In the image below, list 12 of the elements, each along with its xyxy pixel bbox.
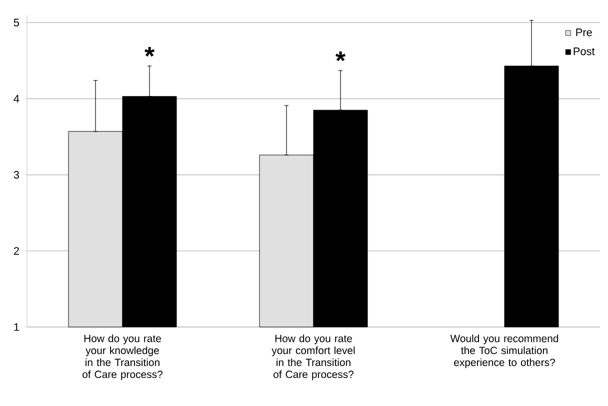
x-tick-label: How do you rate your comfort level in the Transition of Care process?	[272, 334, 355, 380]
annotation: *	[144, 46, 155, 57]
x-tick-label: Would you recommend the ToC simulation experience to others?	[450, 334, 558, 368]
y-tick-label: 2	[14, 247, 19, 255]
y-tick-label: 1	[14, 323, 19, 331]
y-tick-label: 5	[14, 18, 20, 26]
legend-label: Pre	[576, 28, 592, 36]
x-tick-label: How do you rate your knowledge in the Transition of Care process?	[82, 334, 162, 380]
y-tick-label: 3	[14, 170, 20, 179]
legend-label: Post	[574, 48, 595, 56]
annotation: *	[336, 52, 346, 62]
y-tick-label: 4	[14, 94, 20, 102]
